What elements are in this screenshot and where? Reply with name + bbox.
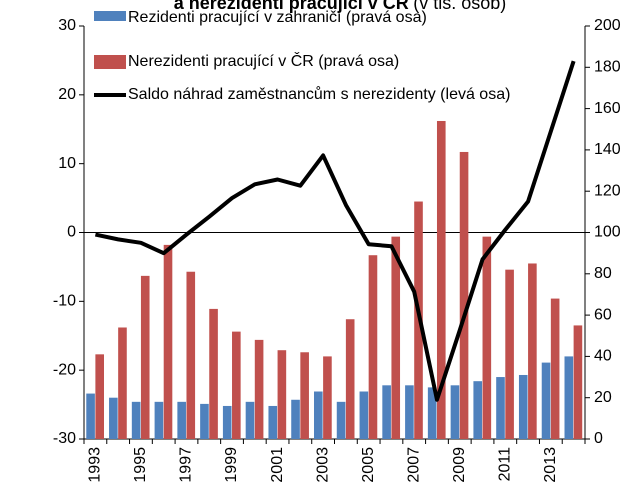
- legend-item: Rezidenti pracující v zahraničí (pravá o…: [94, 8, 538, 27]
- bar: [118, 327, 127, 439]
- y-tick-label: 10: [58, 155, 76, 172]
- y2-tick-label: 80: [594, 265, 612, 282]
- bar: [200, 403, 209, 439]
- bar: [436, 120, 446, 440]
- legend-swatch: [94, 11, 126, 21]
- legend-swatch: [94, 55, 126, 69]
- bar: [186, 271, 196, 439]
- chart-title: a nerezidenti pracující v ČR (v tis. oso…: [174, 0, 507, 13]
- title: a nerezidenti pracující v ČR: [174, 0, 409, 13]
- x-tick-label: 1995: [132, 447, 149, 483]
- x-tick-label: 2013: [542, 447, 559, 483]
- x-tick-label: 2007: [405, 447, 422, 483]
- bar: [541, 362, 551, 439]
- bar: [154, 401, 164, 439]
- x-tick-label: 2009: [451, 447, 468, 483]
- x-tick-label: 1997: [178, 447, 195, 483]
- bar: [391, 236, 401, 439]
- x-tick-label: 2003: [314, 447, 331, 483]
- y-tick-label: -20: [53, 361, 76, 378]
- x-tick-label: 1993: [87, 447, 104, 483]
- y2-tick-label: 120: [594, 182, 621, 199]
- legend-item: Saldo náhrad zaměstnancům s nerezidenty …: [94, 85, 538, 104]
- bar: [177, 401, 186, 439]
- bar: [277, 350, 287, 439]
- bar: [573, 325, 583, 439]
- bar: [528, 263, 537, 439]
- line: [94, 60, 576, 402]
- bar: [245, 401, 255, 439]
- bar: [222, 405, 232, 439]
- y-tick-label: 30: [58, 17, 76, 34]
- bar: [550, 298, 560, 439]
- y2-tick-label: 60: [594, 306, 612, 323]
- bar: [482, 236, 492, 439]
- bar: [163, 244, 173, 439]
- legend-label: Saldo náhrad zaměstnancům s nerezidenty …: [128, 86, 511, 103]
- bar: [209, 308, 218, 439]
- bar: [473, 381, 483, 439]
- bar: [564, 356, 574, 439]
- y2-tick-label: 160: [594, 100, 621, 117]
- subtitle: (v tis. osob): [413, 0, 506, 13]
- legend-label: Rezidenti pracující v zahraničí (pravá o…: [128, 9, 427, 26]
- legend-swatch: [94, 93, 126, 97]
- bar: [405, 385, 414, 439]
- y2-tick-label: 0: [594, 430, 603, 447]
- bar: [86, 393, 95, 439]
- bar: [505, 269, 514, 439]
- bar: [427, 387, 437, 439]
- bar: [518, 374, 528, 439]
- bar: [459, 151, 469, 439]
- y-tick-label: -30: [53, 430, 76, 447]
- y2-tick-label: 180: [594, 59, 621, 76]
- bar: [300, 352, 309, 439]
- y2-tick-label: 140: [594, 141, 621, 158]
- x-tick-label: 2011: [497, 447, 514, 482]
- bar: [323, 356, 332, 439]
- bar: [336, 401, 346, 439]
- y-tick-label: -10: [53, 293, 76, 310]
- y-tick-label: 20: [58, 86, 76, 103]
- y2-tick-label: 40: [594, 348, 612, 365]
- bar: [314, 391, 323, 439]
- bar: [140, 275, 150, 439]
- x-tick-label: 2005: [360, 447, 377, 483]
- bar: [268, 405, 278, 439]
- bar: [345, 319, 355, 439]
- legend-label: Nerezidenti pracující v ČR (pravá osa): [128, 53, 400, 70]
- y2-tick-label: 200: [594, 17, 621, 34]
- bar: [368, 255, 378, 439]
- bar: [95, 354, 104, 439]
- bar: [232, 331, 241, 439]
- y2-tick-label: 100: [594, 224, 621, 241]
- y2-tick-label: 20: [594, 389, 612, 406]
- x-tick-label: 2001: [269, 447, 286, 483]
- bar: [131, 401, 141, 439]
- bar: [496, 377, 505, 439]
- bar: [359, 391, 369, 439]
- bar: [450, 385, 460, 439]
- bar: [382, 385, 391, 439]
- y-tick-label: 0: [67, 224, 76, 241]
- bar: [254, 339, 264, 439]
- x-tick-label: 1999: [223, 447, 240, 483]
- bar: [291, 399, 300, 439]
- legend: Rezidenti pracující v zahraničí (pravá o…: [94, 8, 538, 104]
- bar: [109, 397, 118, 439]
- legend-item: Nerezidenti pracující v ČR (pravá osa): [94, 52, 538, 71]
